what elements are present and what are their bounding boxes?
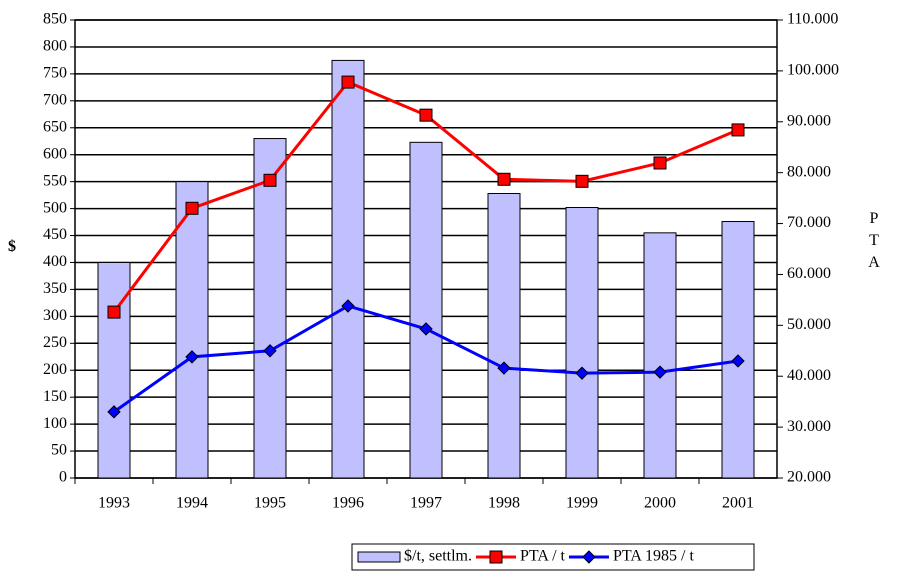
y-tick-label: 50 [51, 442, 67, 459]
line-marker [185, 350, 199, 364]
bar [643, 232, 677, 479]
line-marker [107, 305, 121, 319]
y2-tick-label: 60.000 [787, 265, 831, 282]
y2-tick-label: 110.000 [787, 11, 838, 28]
line-marker [653, 365, 667, 379]
line-marker [341, 299, 355, 313]
line-marker [263, 344, 277, 358]
bar [409, 141, 443, 479]
line-marker [263, 173, 277, 187]
line-marker [653, 156, 667, 170]
legend-swatch [357, 551, 401, 563]
y-tick-label: 450 [43, 226, 67, 243]
x-tick-label: 1995 [254, 495, 286, 512]
y-tick-label: 700 [43, 91, 67, 108]
y-tick-label: 350 [43, 280, 67, 297]
line-marker [731, 123, 745, 137]
legend-marker [582, 550, 596, 564]
line-marker [575, 366, 589, 380]
line-marker [107, 405, 121, 419]
line-marker [497, 172, 511, 186]
y-tick-label: 300 [43, 307, 67, 324]
legend-label: PTA 1985 / t [613, 548, 695, 565]
y-axis-label: $ [8, 238, 16, 255]
y-tick-label: 750 [43, 65, 67, 82]
line-marker [341, 75, 355, 89]
y-tick-label: 100 [43, 415, 67, 432]
y2-tick-label: 100.000 [787, 62, 839, 79]
y2-tick-label: 40.000 [787, 367, 831, 384]
y2-axis-label: PTA [868, 210, 880, 271]
legend-box [351, 543, 755, 571]
legend-marker [489, 550, 503, 564]
bar [565, 207, 599, 479]
bar [487, 193, 521, 479]
y-tick-label: 550 [43, 172, 67, 189]
y-tick-label: 150 [43, 388, 67, 405]
x-tick-label: 1996 [332, 495, 364, 512]
x-tick-label: 1993 [98, 495, 130, 512]
bar [253, 138, 287, 479]
line-marker [419, 322, 433, 336]
y2-tick-label: 70.000 [787, 214, 831, 231]
y-tick-label: 400 [43, 253, 67, 270]
y2-tick-label: 80.000 [787, 163, 831, 180]
x-tick-label: 2001 [722, 495, 754, 512]
bar [721, 221, 755, 479]
x-tick-label: 1998 [488, 495, 520, 512]
y-tick-label: 600 [43, 145, 67, 162]
line-marker [575, 174, 589, 188]
y-tick-label: 800 [43, 38, 67, 55]
x-tick-label: 1994 [176, 495, 208, 512]
y-tick-label: 850 [43, 11, 67, 28]
line-marker [419, 108, 433, 122]
y2-tick-label: 90.000 [787, 112, 831, 129]
y-tick-label: 0 [59, 469, 67, 486]
x-tick-label: 2000 [644, 495, 676, 512]
y2-tick-label: 20.000 [787, 469, 831, 486]
y-tick-label: 650 [43, 118, 67, 135]
bar [175, 181, 209, 479]
legend-label: PTA / t [520, 548, 566, 565]
line-marker [185, 201, 199, 215]
line-marker [497, 361, 511, 375]
line-marker [731, 354, 745, 368]
y2-tick-label: 30.000 [787, 418, 831, 435]
x-tick-label: 1997 [410, 495, 442, 512]
y-tick-label: 200 [43, 361, 67, 378]
y-tick-label: 500 [43, 199, 67, 216]
y-tick-label: 250 [43, 334, 67, 351]
x-tick-label: 1999 [566, 495, 598, 512]
bar [331, 59, 365, 479]
y2-tick-label: 50.000 [787, 316, 831, 333]
legend-label: $/t, settlm. [404, 548, 472, 565]
